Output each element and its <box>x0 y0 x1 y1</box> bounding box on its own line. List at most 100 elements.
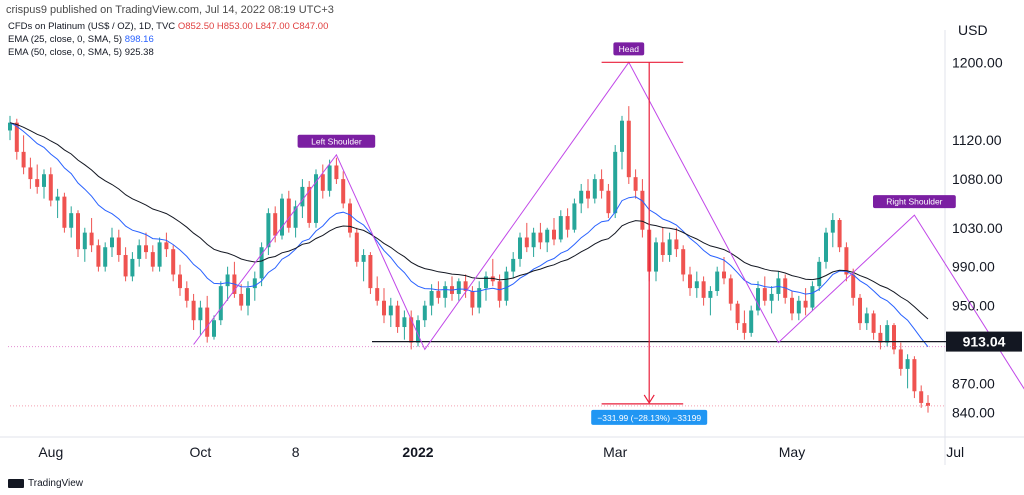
candle-body <box>531 232 536 248</box>
candle-body <box>735 303 740 324</box>
footer-brand-text: TradingView <box>28 478 84 489</box>
candle-body <box>606 190 611 214</box>
candle-body <box>905 359 910 369</box>
candle-body <box>586 190 590 199</box>
candle-body <box>123 255 128 277</box>
candle-body <box>790 297 794 314</box>
candle-body <box>633 177 638 191</box>
y-tick-label: 950.00 <box>952 298 995 314</box>
y-tick-label: 840.00 <box>952 405 995 421</box>
head-label-box <box>613 42 645 56</box>
candle-body <box>314 174 318 223</box>
candle-body <box>191 300 196 321</box>
candle-body <box>524 237 529 248</box>
ema25-line <box>9 122 929 348</box>
ohlc-close: C847.00 <box>292 21 329 32</box>
candle-body <box>626 120 631 178</box>
candle-body <box>864 313 869 324</box>
candle-body <box>35 179 40 187</box>
candle-body <box>796 300 801 314</box>
candle-body <box>205 307 210 337</box>
candle-body <box>912 359 917 392</box>
y-tick-label: 1080.00 <box>952 171 1003 187</box>
candle-body <box>307 186 312 223</box>
candle-body <box>252 278 257 289</box>
candle-body <box>157 242 162 267</box>
price-tag: 913.04 <box>963 334 1006 350</box>
candle-body <box>701 281 706 298</box>
candle-body <box>742 323 747 333</box>
candle-body <box>511 258 516 272</box>
candle-body <box>382 300 386 316</box>
ema50-label: EMA (50, close, 0, SMA, 5) <box>8 47 123 58</box>
candle-body <box>694 281 699 289</box>
candle-body <box>76 213 80 250</box>
candle-body <box>164 242 169 250</box>
candle-body <box>817 261 822 287</box>
candle-body <box>708 291 713 298</box>
candle-body <box>456 281 461 294</box>
candle-body <box>402 317 407 328</box>
candle-body <box>552 229 556 240</box>
ohlc-open: O852.50 <box>177 21 215 32</box>
ohlc-low: L847.00 <box>255 21 290 32</box>
candle-body <box>150 252 155 267</box>
candle-body <box>579 190 584 204</box>
candle-body <box>286 198 291 228</box>
candle-body <box>130 258 135 277</box>
candle-body <box>239 293 244 306</box>
candle-body <box>919 391 924 403</box>
candle-body <box>851 274 856 298</box>
candle-body <box>667 239 672 256</box>
candle-body <box>14 122 19 152</box>
candle-body <box>885 325 890 343</box>
ema50-legend: EMA (50, close, 0, SMA, 5) 925.38 <box>8 46 328 59</box>
left-shoulder-label: Left Shoulder <box>311 136 362 146</box>
candle-body <box>8 122 12 131</box>
candle-body <box>871 313 876 333</box>
candle-body <box>280 198 284 236</box>
y-tick-label: 990.00 <box>952 259 995 275</box>
candle-body <box>89 232 94 246</box>
candle-body <box>293 206 298 228</box>
candle-body <box>545 229 550 243</box>
tradingview-logo-icon <box>8 479 24 488</box>
y-tick-label: 870.00 <box>952 375 995 391</box>
candle-body <box>348 203 352 233</box>
candle-body <box>613 151 618 214</box>
candle-body <box>28 167 33 180</box>
candle-body <box>178 274 182 289</box>
price-tag-box <box>946 331 1022 352</box>
y-tick-label: 1200.00 <box>952 54 1003 70</box>
candle-body <box>565 216 570 230</box>
candle-body <box>572 203 577 230</box>
candle-body <box>246 288 250 306</box>
candle-body <box>898 349 903 369</box>
candle-body <box>654 242 658 272</box>
candle-body <box>463 281 468 292</box>
currency-label: USD <box>958 22 988 38</box>
candle-body <box>48 174 53 201</box>
x-tick-label: May <box>779 444 805 460</box>
candle-body <box>640 190 645 230</box>
candle-body <box>375 288 380 301</box>
candle-body <box>354 232 359 262</box>
right-shoulder-label: Right Shoulder <box>886 197 942 207</box>
symbol-line: CFDs on Platinum (US$ / OZ), 1D, TVC O85… <box>8 20 328 33</box>
candle-body <box>728 278 733 304</box>
candle-body <box>21 151 26 168</box>
candle-body <box>341 179 346 204</box>
candle-body <box>55 196 60 201</box>
candle-body <box>660 242 665 256</box>
candle-body <box>810 286 815 308</box>
candle-body <box>722 271 726 279</box>
candle-body <box>620 120 624 152</box>
measure-label: −331.99 (−28.13%) −33199 <box>597 413 701 423</box>
x-tick-label: 8 <box>292 444 300 460</box>
candle-body <box>212 320 216 337</box>
candle-body <box>259 247 264 279</box>
candle-body <box>844 247 849 275</box>
ema50-value: 925.38 <box>124 47 154 58</box>
